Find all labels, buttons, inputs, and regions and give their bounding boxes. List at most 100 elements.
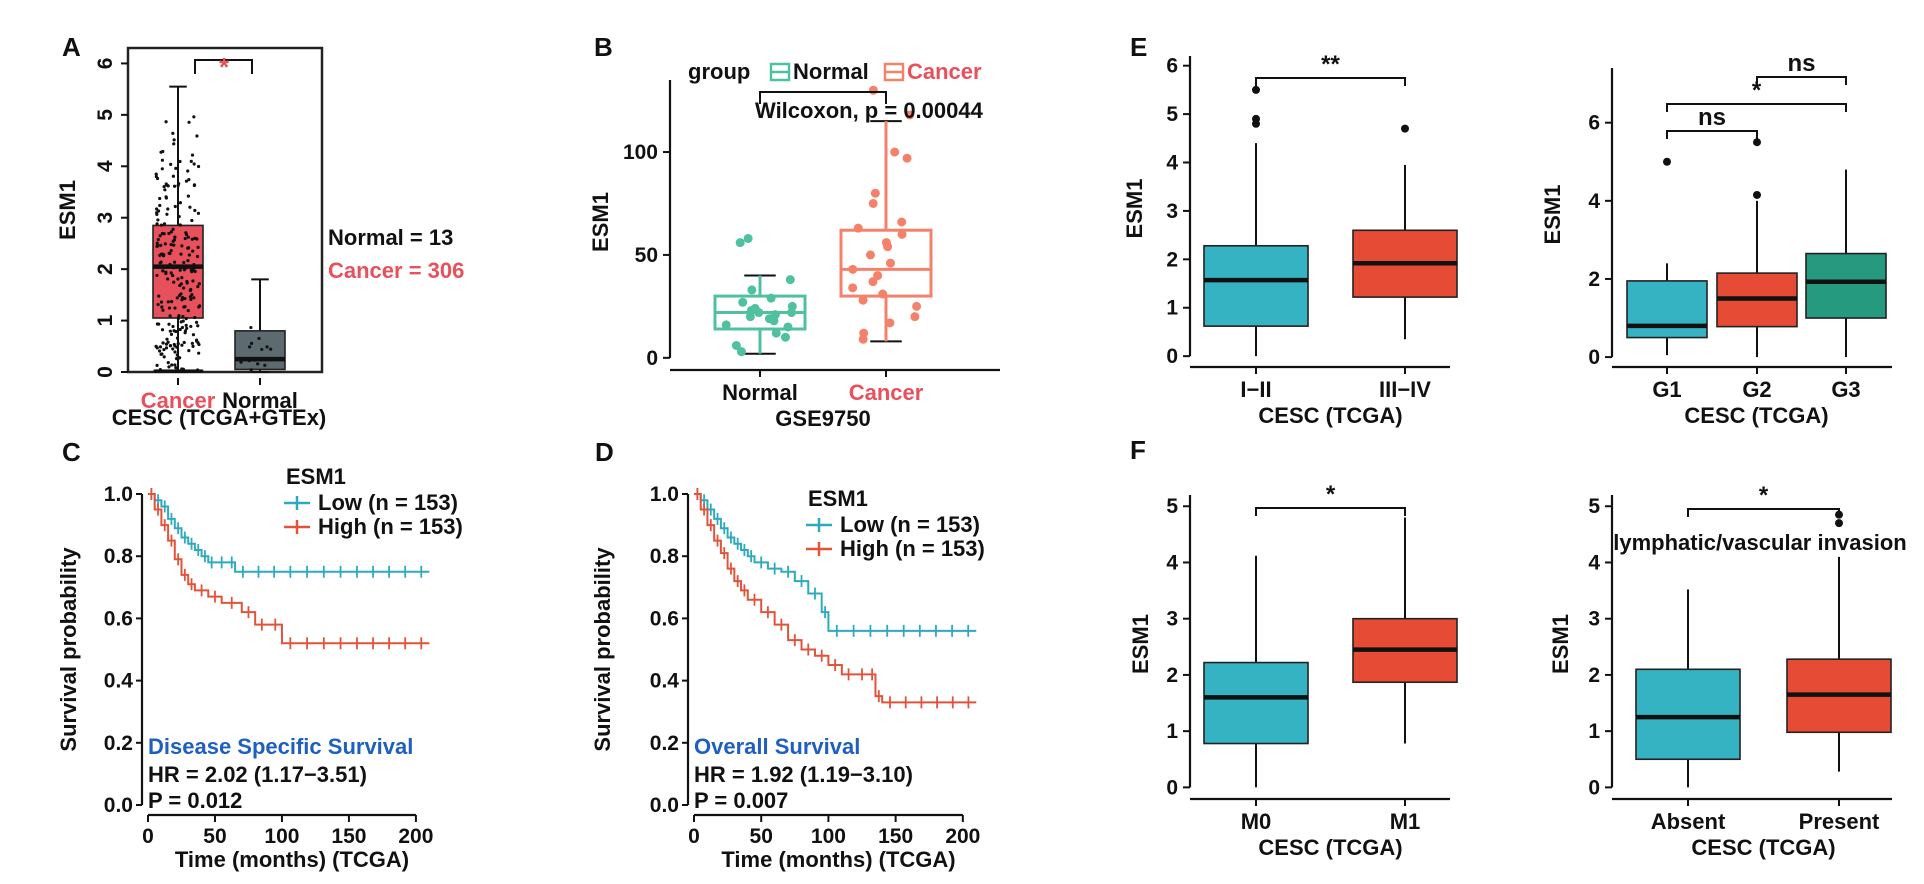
data-point bbox=[256, 362, 260, 366]
data-point bbox=[721, 320, 731, 330]
data-point bbox=[868, 277, 878, 287]
x-tick-label: G2 bbox=[1742, 377, 1771, 402]
data-point bbox=[169, 271, 173, 275]
data-point bbox=[167, 306, 172, 310]
data-point bbox=[160, 328, 165, 332]
data-point bbox=[178, 159, 182, 164]
data-point bbox=[196, 164, 201, 169]
legend-label: Cancer bbox=[907, 59, 982, 84]
box-body bbox=[234, 330, 286, 371]
legend-label: Normal bbox=[793, 59, 869, 84]
panel-label: B bbox=[594, 32, 613, 62]
data-point bbox=[155, 244, 159, 248]
y-tick-label: 0 bbox=[1588, 346, 1600, 369]
x-tick-label: I−II bbox=[1240, 377, 1271, 402]
data-point bbox=[179, 252, 183, 256]
data-point bbox=[196, 284, 200, 289]
data-point bbox=[890, 147, 900, 157]
data-point bbox=[868, 85, 878, 95]
data-point bbox=[168, 344, 173, 348]
data-point bbox=[164, 120, 168, 124]
data-point bbox=[163, 265, 167, 269]
x-axis-title: Time (months) (TCGA) bbox=[721, 847, 955, 872]
data-point bbox=[187, 253, 191, 257]
significance-bracket: ns bbox=[1756, 50, 1847, 85]
x-tick-label: 0 bbox=[688, 825, 700, 848]
y-tick-label: 0 bbox=[646, 347, 658, 370]
data-point bbox=[159, 150, 163, 154]
y-tick-label: 100 bbox=[623, 141, 658, 164]
annotation-hr: HR = 2.02 (1.17−3.51) bbox=[148, 762, 367, 787]
data-point bbox=[164, 195, 168, 199]
y-axis-title: ESM1 bbox=[1128, 614, 1153, 674]
data-point bbox=[156, 238, 160, 242]
panel-label: A bbox=[62, 32, 81, 62]
data-point bbox=[192, 263, 196, 267]
data-point bbox=[179, 320, 183, 324]
y-tick-label: 5 bbox=[1166, 103, 1178, 126]
y-tick-label: 2 bbox=[1166, 664, 1178, 687]
data-point bbox=[172, 142, 176, 146]
box-body bbox=[1203, 661, 1309, 745]
data-point bbox=[187, 349, 191, 353]
y-tick-label: 6 bbox=[1166, 55, 1178, 78]
data-point bbox=[736, 347, 746, 357]
data-point bbox=[185, 326, 189, 331]
data-point bbox=[183, 296, 187, 301]
data-point bbox=[177, 293, 182, 298]
data-point bbox=[179, 282, 183, 286]
data-point bbox=[172, 280, 176, 284]
jitter-points bbox=[153, 115, 273, 373]
x-tick-label: Cancer bbox=[849, 380, 924, 405]
legend-title: ESM1 bbox=[286, 464, 346, 489]
data-point bbox=[172, 138, 176, 142]
panel-label: D bbox=[595, 437, 614, 467]
data-point bbox=[176, 277, 180, 281]
significance-label: * bbox=[1752, 77, 1762, 104]
data-point bbox=[161, 308, 165, 312]
annotation-title: Disease Specific Survival bbox=[148, 734, 413, 759]
box-Absent bbox=[1635, 589, 1741, 788]
data-point bbox=[190, 153, 195, 157]
data-point bbox=[157, 294, 161, 298]
x-tick-label: Normal bbox=[222, 388, 298, 413]
outlier-point bbox=[1401, 124, 1409, 133]
data-point bbox=[173, 344, 177, 348]
data-point bbox=[174, 366, 178, 370]
x-tick-label: G1 bbox=[1652, 377, 1681, 402]
data-point bbox=[897, 217, 907, 227]
data-point bbox=[263, 363, 267, 368]
data-point bbox=[177, 314, 181, 318]
y-tick-label: 1.0 bbox=[650, 483, 679, 506]
data-point bbox=[196, 211, 201, 215]
y-axis-title: Survival probability bbox=[590, 547, 615, 752]
survival-curve-high bbox=[148, 493, 430, 645]
data-point bbox=[883, 242, 893, 252]
data-point bbox=[868, 198, 878, 208]
data-point bbox=[166, 277, 170, 281]
box-Normal bbox=[234, 278, 286, 373]
data-point bbox=[249, 325, 253, 330]
data-point bbox=[158, 196, 162, 201]
data-point bbox=[167, 365, 171, 369]
data-point bbox=[180, 244, 184, 248]
significance-label: * bbox=[219, 52, 230, 82]
y-axis-title: ESM1 bbox=[588, 192, 613, 252]
x-tick-label: G3 bbox=[1831, 377, 1860, 402]
data-point bbox=[178, 327, 182, 332]
x-tick-label: 150 bbox=[878, 825, 913, 848]
box-Present bbox=[1786, 510, 1892, 772]
data-point bbox=[162, 222, 167, 226]
data-point bbox=[190, 237, 194, 241]
data-point bbox=[783, 322, 793, 332]
bracket-line bbox=[759, 91, 887, 104]
data-point bbox=[171, 347, 175, 351]
data-point bbox=[162, 347, 166, 352]
data-point bbox=[189, 268, 193, 272]
outlier-point bbox=[1252, 85, 1260, 94]
data-point bbox=[745, 312, 755, 322]
